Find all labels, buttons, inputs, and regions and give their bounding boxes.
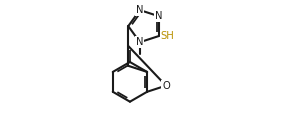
Text: N: N xyxy=(136,37,144,47)
Text: O: O xyxy=(162,81,170,91)
Text: N: N xyxy=(155,11,162,21)
Text: N: N xyxy=(136,5,144,15)
Text: SH: SH xyxy=(161,31,175,41)
